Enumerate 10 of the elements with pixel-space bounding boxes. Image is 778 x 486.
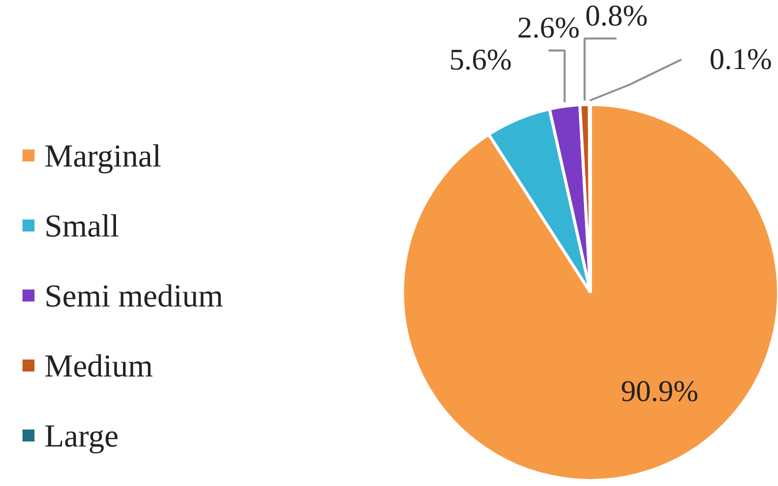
legend-label: Semi medium	[44, 278, 224, 314]
legend-label: Medium	[44, 348, 154, 384]
data-label: 5.6%	[449, 44, 512, 76]
data-label: 0.8%	[585, 0, 648, 32]
data-label: 0.1%	[710, 43, 772, 76]
data-label: 2.6%	[517, 12, 580, 44]
legend-label: Large	[44, 418, 119, 454]
legend-label: Small	[44, 208, 120, 244]
data-label: 90.9%	[620, 375, 698, 408]
legend-label: Marginal	[44, 138, 162, 174]
